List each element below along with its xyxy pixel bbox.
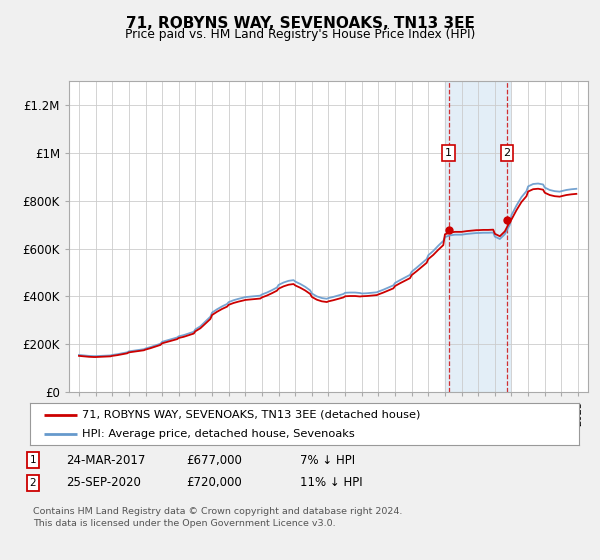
Text: 25-SEP-2020: 25-SEP-2020 — [66, 476, 141, 489]
Text: 7% ↓ HPI: 7% ↓ HPI — [300, 454, 355, 467]
Bar — [445, 81, 510, 392]
Text: 11% ↓ HPI: 11% ↓ HPI — [300, 476, 362, 489]
Text: HPI: Average price, detached house, Sevenoaks: HPI: Average price, detached house, Seve… — [82, 429, 355, 439]
Text: 2: 2 — [29, 478, 37, 488]
Text: £677,000: £677,000 — [186, 454, 242, 467]
Text: Price paid vs. HM Land Registry's House Price Index (HPI): Price paid vs. HM Land Registry's House … — [125, 28, 475, 41]
Text: 71, ROBYNS WAY, SEVENOAKS, TN13 3EE (detached house): 71, ROBYNS WAY, SEVENOAKS, TN13 3EE (det… — [82, 409, 421, 419]
Text: 24-MAR-2017: 24-MAR-2017 — [66, 454, 145, 467]
Text: 1: 1 — [29, 455, 37, 465]
Text: £720,000: £720,000 — [186, 476, 242, 489]
Text: Contains HM Land Registry data © Crown copyright and database right 2024.
This d: Contains HM Land Registry data © Crown c… — [33, 507, 403, 528]
Text: 1: 1 — [445, 148, 452, 158]
Text: 71, ROBYNS WAY, SEVENOAKS, TN13 3EE: 71, ROBYNS WAY, SEVENOAKS, TN13 3EE — [125, 16, 475, 31]
Text: 2: 2 — [503, 148, 511, 158]
